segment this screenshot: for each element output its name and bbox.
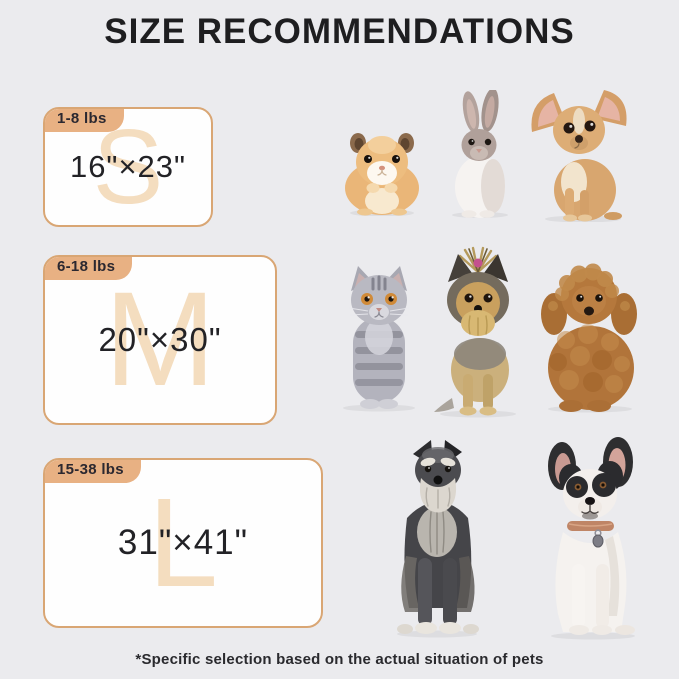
size-card-l: 15-38 lbs L 31"×41" xyxy=(43,458,323,628)
hamster-image xyxy=(343,126,421,221)
yorkshire-terrier-image xyxy=(428,246,528,423)
dimensions-l: 31"×41" xyxy=(117,523,249,562)
weight-tag-l: 15-38 lbs xyxy=(45,460,141,483)
page-title: SIZE RECOMMENDATIONS xyxy=(104,12,575,51)
chihuahua-image xyxy=(528,88,630,227)
dimensions-m: 20"×30" xyxy=(98,321,222,358)
weight-tag-s: 1-8 lbs xyxy=(45,109,124,132)
weight-tag-m: 6-18 lbs xyxy=(45,257,133,280)
rabbit-image xyxy=(445,88,513,223)
french-bulldog-image xyxy=(543,436,639,646)
miniature-schnauzer-image xyxy=(391,438,484,643)
size-card-m: 6-18 lbs M 20"×30" xyxy=(43,255,277,425)
poodle-image xyxy=(536,256,641,418)
dimensions-s: 16"×23" xyxy=(69,149,187,184)
size-card-s: 1-8 lbs S 16"×23" xyxy=(43,107,213,227)
british-shorthair-cat-image xyxy=(335,263,423,417)
footnote: *Specific selection based on the actual … xyxy=(135,651,544,668)
